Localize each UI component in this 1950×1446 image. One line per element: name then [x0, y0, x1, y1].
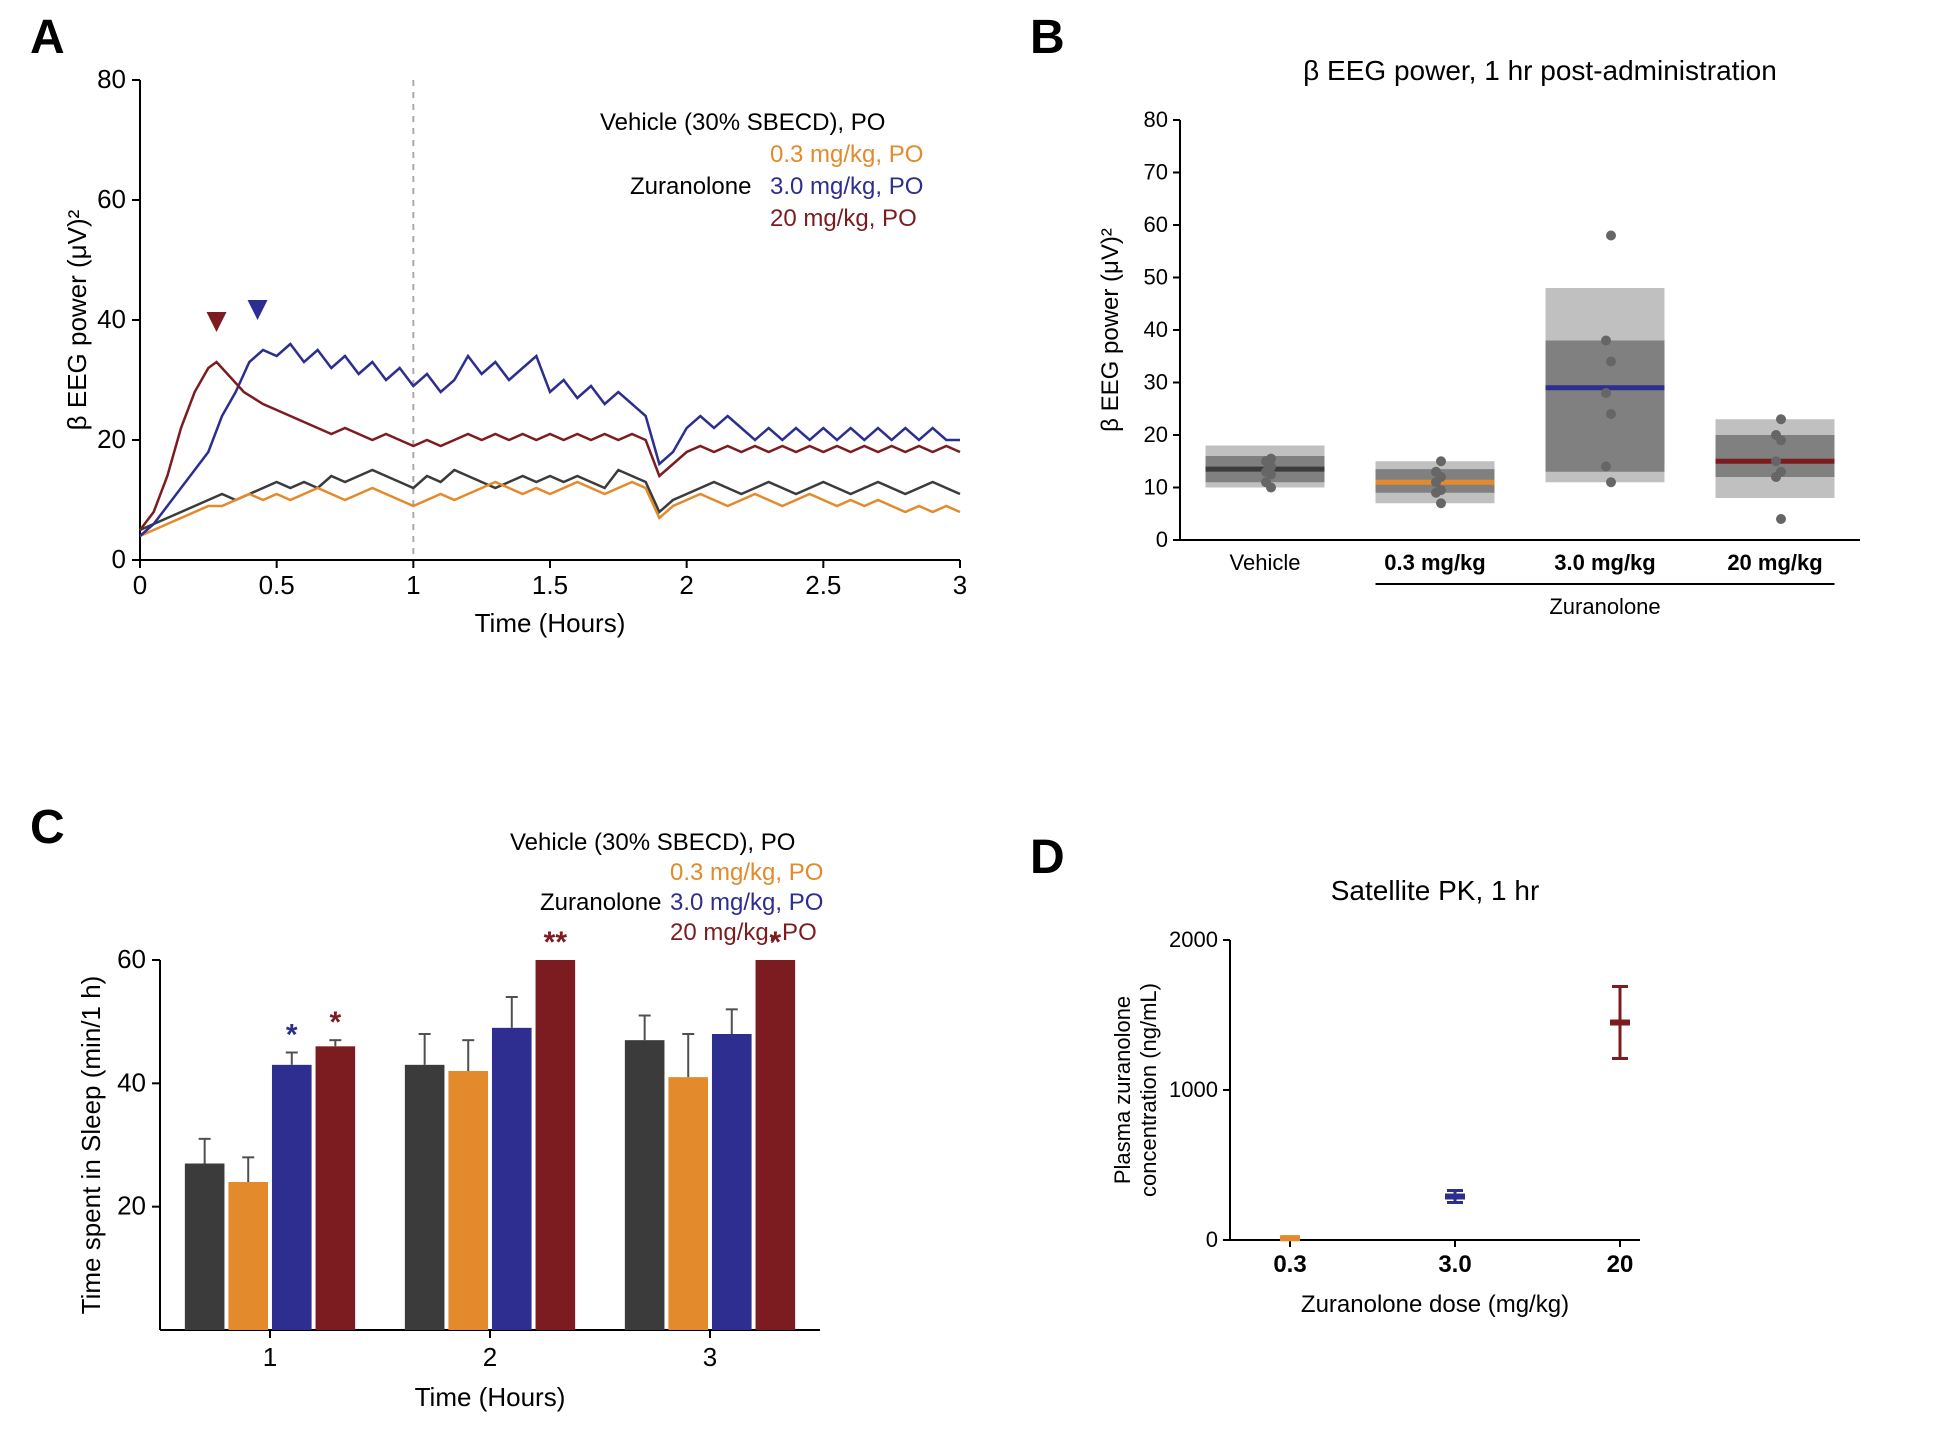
svg-text:Zuranolone: Zuranolone — [630, 173, 751, 200]
svg-text:*: * — [769, 926, 781, 959]
panel-a: 0 20 40 60 80 0 0.5 1 1.5 2 2.5 3 Time (Hours) β EEG … — [60, 60, 980, 660]
svg-text:1000: 1000 — [1169, 1077, 1218, 1102]
svg-text:1: 1 — [263, 1342, 277, 1372]
svg-text:0: 0 — [1156, 527, 1168, 552]
svg-text:3.0 mg/kg, PO: 3.0 mg/kg, PO — [670, 889, 823, 916]
svg-text:10: 10 — [1144, 475, 1168, 500]
svg-text:Zuranolone: Zuranolone — [1549, 594, 1660, 619]
panel-label-a: A — [30, 10, 65, 65]
svg-text:β EEG power, 1 hr post-adminis: β EEG power, 1 hr post-administration — [1303, 55, 1777, 86]
svg-text:60: 60 — [97, 184, 126, 214]
svg-text:0.5: 0.5 — [259, 570, 295, 600]
svg-text:40: 40 — [97, 304, 126, 334]
svg-text:0.3: 0.3 — [1273, 1251, 1306, 1278]
svg-text:Vehicle (30% SBECD), PO: Vehicle (30% SBECD), PO — [600, 109, 885, 136]
svg-text:**: ** — [544, 926, 568, 959]
svg-text:80: 80 — [1144, 107, 1168, 132]
svg-text:3.0: 3.0 — [1438, 1251, 1471, 1278]
svg-text:3.0 mg/kg: 3.0 mg/kg — [1554, 550, 1655, 575]
svg-text:*: * — [329, 1006, 341, 1039]
svg-text:β EEG power (μV)²: β EEG power (μV)² — [62, 209, 92, 430]
svg-text:40: 40 — [1144, 317, 1168, 342]
svg-text:β EEG power (μV)²: β EEG power (μV)² — [1097, 228, 1124, 432]
panel-label-b: B — [1030, 10, 1065, 65]
svg-text:20 mg/kg, PO: 20 mg/kg, PO — [770, 205, 917, 232]
svg-text:Vehicle: Vehicle — [1230, 550, 1301, 575]
svg-text:2: 2 — [483, 1342, 497, 1372]
panel-b: β EEG power, 1 hr post-administration 0 10… — [1080, 40, 1900, 680]
svg-text:*: * — [286, 1019, 298, 1052]
svg-text:0.3 mg/kg, PO: 0.3 mg/kg, PO — [670, 859, 823, 886]
svg-text:1.5: 1.5 — [532, 570, 568, 600]
svg-text:20: 20 — [97, 424, 126, 454]
panel-d-chart: Satellite PK, 1 hr 0 1000 2000 Plasma zurano… — [1080, 860, 1800, 1380]
svg-text:20: 20 — [117, 1191, 146, 1221]
panel-label-d: D — [1030, 830, 1065, 885]
svg-text:20: 20 — [1144, 422, 1168, 447]
svg-text:concentration (ng/mL): concentration (ng/mL) — [1136, 983, 1161, 1197]
svg-text:3: 3 — [703, 1342, 717, 1372]
figure-root: A B C D 02040608000.511.522.53Time (Hour… — [0, 0, 1950, 1446]
svg-text:1: 1 — [406, 570, 420, 600]
panel-b-chart: β EEG power, 1 hr post-administration 0 10… — [1080, 40, 1900, 680]
svg-text:0.3 mg/kg: 0.3 mg/kg — [1384, 550, 1485, 575]
svg-text:40: 40 — [117, 1067, 146, 1097]
svg-text:Time (Hours): Time (Hours) — [475, 608, 626, 638]
svg-text:2: 2 — [679, 570, 693, 600]
panel-c-chart: Vehicle (30% SBECD), PO 0.3 mg/kg, PO 3.0 … — [60, 820, 980, 1420]
panel-a-chart: 0 20 40 60 80 0 0.5 1 1.5 2 2.5 3 Time (Hours) β EEG … — [60, 60, 980, 660]
svg-text:Time spent in Sleep (min/1 h): Time spent in Sleep (min/1 h) — [76, 976, 106, 1315]
svg-text:20 mg/kg: 20 mg/kg — [1727, 550, 1822, 575]
svg-text:0.3 mg/kg, PO: 0.3 mg/kg, PO — [770, 141, 923, 168]
svg-text:20 mg/kg, PO: 20 mg/kg, PO — [670, 919, 817, 946]
svg-text:30: 30 — [1144, 370, 1168, 395]
svg-text:60: 60 — [1144, 212, 1168, 237]
svg-text:Satellite PK, 1 hr: Satellite PK, 1 hr — [1331, 875, 1540, 906]
panel-c: Vehicle (30% SBECD), PO 0.3 mg/kg, PO 3.0 … — [60, 820, 980, 1420]
svg-text:3: 3 — [953, 570, 967, 600]
svg-text:0: 0 — [112, 544, 126, 574]
svg-text:0: 0 — [1206, 1227, 1218, 1252]
svg-text:Plasma zuranolone: Plasma zuranolone — [1110, 996, 1135, 1184]
svg-text:60: 60 — [117, 944, 146, 974]
svg-text:Zuranolone dose (mg/kg): Zuranolone dose (mg/kg) — [1301, 1291, 1569, 1318]
svg-text:80: 80 — [97, 64, 126, 94]
svg-text:2000: 2000 — [1169, 927, 1218, 952]
svg-text:Time (Hours): Time (Hours) — [415, 1382, 566, 1412]
svg-text:0: 0 — [133, 570, 147, 600]
svg-text:50: 50 — [1144, 265, 1168, 290]
svg-text:Vehicle (30% SBECD), PO: Vehicle (30% SBECD), PO — [510, 829, 795, 856]
svg-text:20: 20 — [1607, 1251, 1634, 1278]
svg-text:Zuranolone: Zuranolone — [540, 889, 661, 916]
svg-text:70: 70 — [1144, 160, 1168, 185]
svg-text:2.5: 2.5 — [805, 570, 841, 600]
panel-d: Satellite PK, 1 hr 0 1000 2000 Plasma zurano… — [1080, 860, 1800, 1380]
svg-text:3.0 mg/kg, PO: 3.0 mg/kg, PO — [770, 173, 923, 200]
